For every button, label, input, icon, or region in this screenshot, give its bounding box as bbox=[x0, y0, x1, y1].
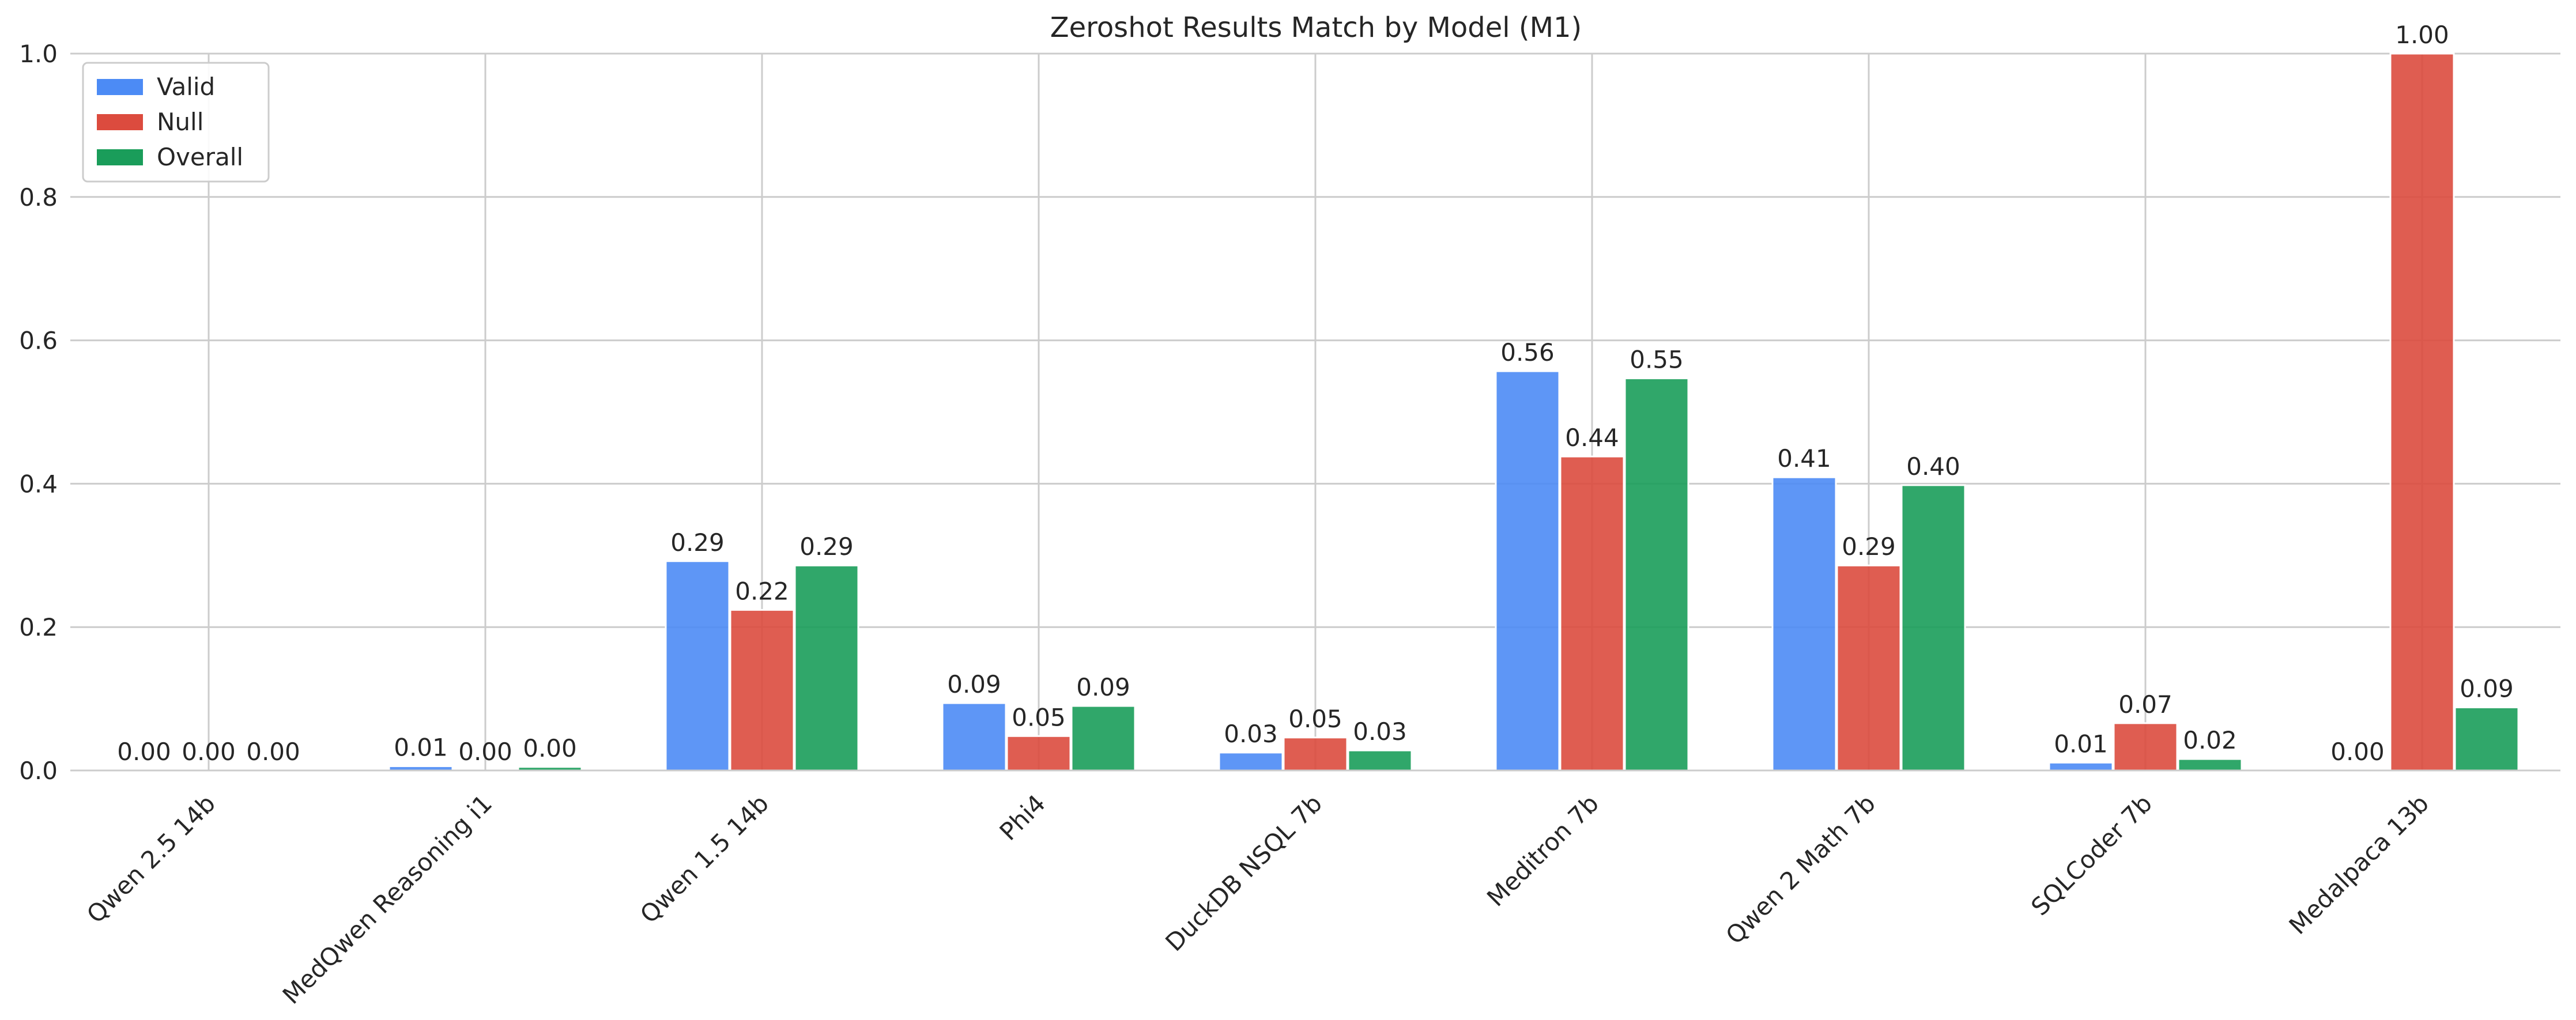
bar-value-label: 0.44 bbox=[1565, 424, 1619, 452]
bar-value-label: 0.05 bbox=[1288, 705, 1342, 733]
bar-value-labels: 0.00 0.01 0.29 0.09 0.03 0.56 0.41 0.01 0.00 0.00… bbox=[117, 21, 2514, 766]
bar-overall bbox=[2454, 707, 2520, 772]
bar-null bbox=[1836, 564, 1902, 772]
legend-label-null: Null bbox=[157, 108, 203, 136]
y-tick-label: 0.6 bbox=[19, 327, 58, 355]
bar-value-label: 0.07 bbox=[2118, 690, 2173, 719]
bar-overall bbox=[1347, 749, 1413, 772]
bar-value-label: 0.00 bbox=[246, 738, 300, 766]
bar-value-label: 0.02 bbox=[2183, 726, 2237, 754]
bar-overall bbox=[1624, 377, 1689, 772]
bar-overall bbox=[1900, 484, 1966, 772]
x-tick-label: Medalpaca 13b bbox=[2284, 789, 2435, 940]
bar-value-label: 0.05 bbox=[1012, 703, 1066, 731]
bar-null bbox=[729, 609, 795, 772]
bar-value-label: 0.01 bbox=[394, 734, 448, 762]
bar-value-label: 0.09 bbox=[1076, 673, 1130, 701]
x-tick-label: Qwen 2 Math 7b bbox=[1720, 789, 1881, 950]
bar-value-label: 0.00 bbox=[523, 734, 577, 762]
bar-value-label: 0.29 bbox=[670, 528, 725, 557]
bar-valid bbox=[941, 702, 1007, 772]
x-tick-label: SQLCoder 7b bbox=[2026, 789, 2158, 921]
bar-value-label: 0.00 bbox=[2330, 738, 2385, 766]
bar-value-label: 0.56 bbox=[1500, 338, 1555, 367]
bar-value-label: 0.55 bbox=[1630, 346, 1684, 374]
bar-valid bbox=[665, 560, 730, 772]
x-tick-label: Phi4 bbox=[994, 789, 1051, 846]
bar-null bbox=[1006, 735, 1072, 772]
legend: Valid Null Overall bbox=[82, 62, 270, 183]
x-tick-label: Qwen 1.5 14b bbox=[635, 789, 774, 928]
bar-value-label: 0.22 bbox=[735, 577, 789, 605]
bar-overall bbox=[794, 564, 859, 772]
x-tick-label: Qwen 2.5 14b bbox=[81, 789, 221, 928]
grid-lines bbox=[70, 52, 2560, 772]
bar-overall bbox=[2177, 758, 2243, 772]
bar-overall bbox=[1070, 705, 1136, 772]
bar-value-label: 0.03 bbox=[1224, 720, 1278, 748]
bar-value-label: 0.40 bbox=[1906, 452, 1960, 481]
bar-valid bbox=[2048, 761, 2114, 772]
axes: 0.0 0.2 0.4 0.6 0.8 1.0 Qwen 2.5 14b MedQwen Re… bbox=[19, 40, 2560, 1010]
bar-value-label: 0.03 bbox=[1353, 717, 1407, 746]
x-tick-label: Meditron 7b bbox=[1481, 789, 1604, 912]
chart-title: Zeroshot Results Match by Model (M1) bbox=[1050, 12, 1582, 44]
bar-valid bbox=[1495, 370, 1560, 772]
bar-value-label: 0.41 bbox=[1777, 444, 1831, 473]
bar-valid bbox=[1771, 476, 1837, 772]
bar-value-label: 0.00 bbox=[458, 738, 512, 766]
bar-null bbox=[1559, 455, 1625, 772]
legend-label-overall: Overall bbox=[157, 143, 243, 171]
y-tick-label: 1.0 bbox=[19, 40, 58, 68]
x-tick-label: MedQwen Reasoning i1 bbox=[277, 789, 497, 1009]
legend-swatch-overall bbox=[97, 149, 143, 165]
bars bbox=[388, 52, 2520, 772]
legend-swatch-null bbox=[97, 114, 143, 130]
bar-value-label: 0.29 bbox=[1842, 532, 1896, 561]
bar-value-label: 0.00 bbox=[117, 738, 171, 766]
bar-value-label: 0.09 bbox=[947, 670, 1001, 698]
bar-value-label: 0.00 bbox=[182, 738, 236, 766]
y-tick-label: 0.4 bbox=[19, 470, 58, 498]
bar-null bbox=[1283, 736, 1348, 772]
x-tick-label: DuckDB NSQL 7b bbox=[1160, 789, 1327, 957]
legend-swatch-valid bbox=[97, 79, 143, 95]
bar-null bbox=[2389, 52, 2455, 772]
bar-null bbox=[2113, 722, 2178, 772]
bar-value-label: 0.29 bbox=[799, 532, 854, 561]
y-tick-label: 0.8 bbox=[19, 183, 58, 211]
bar-value-label: 0.01 bbox=[2054, 730, 2108, 758]
legend-label-valid: Valid bbox=[157, 73, 215, 101]
bar-value-label: 0.09 bbox=[2460, 675, 2514, 703]
bar-value-label: 1.00 bbox=[2395, 21, 2449, 49]
bar-valid bbox=[1218, 751, 1284, 772]
y-tick-label: 0.0 bbox=[19, 757, 58, 785]
y-tick-label: 0.2 bbox=[19, 613, 58, 641]
